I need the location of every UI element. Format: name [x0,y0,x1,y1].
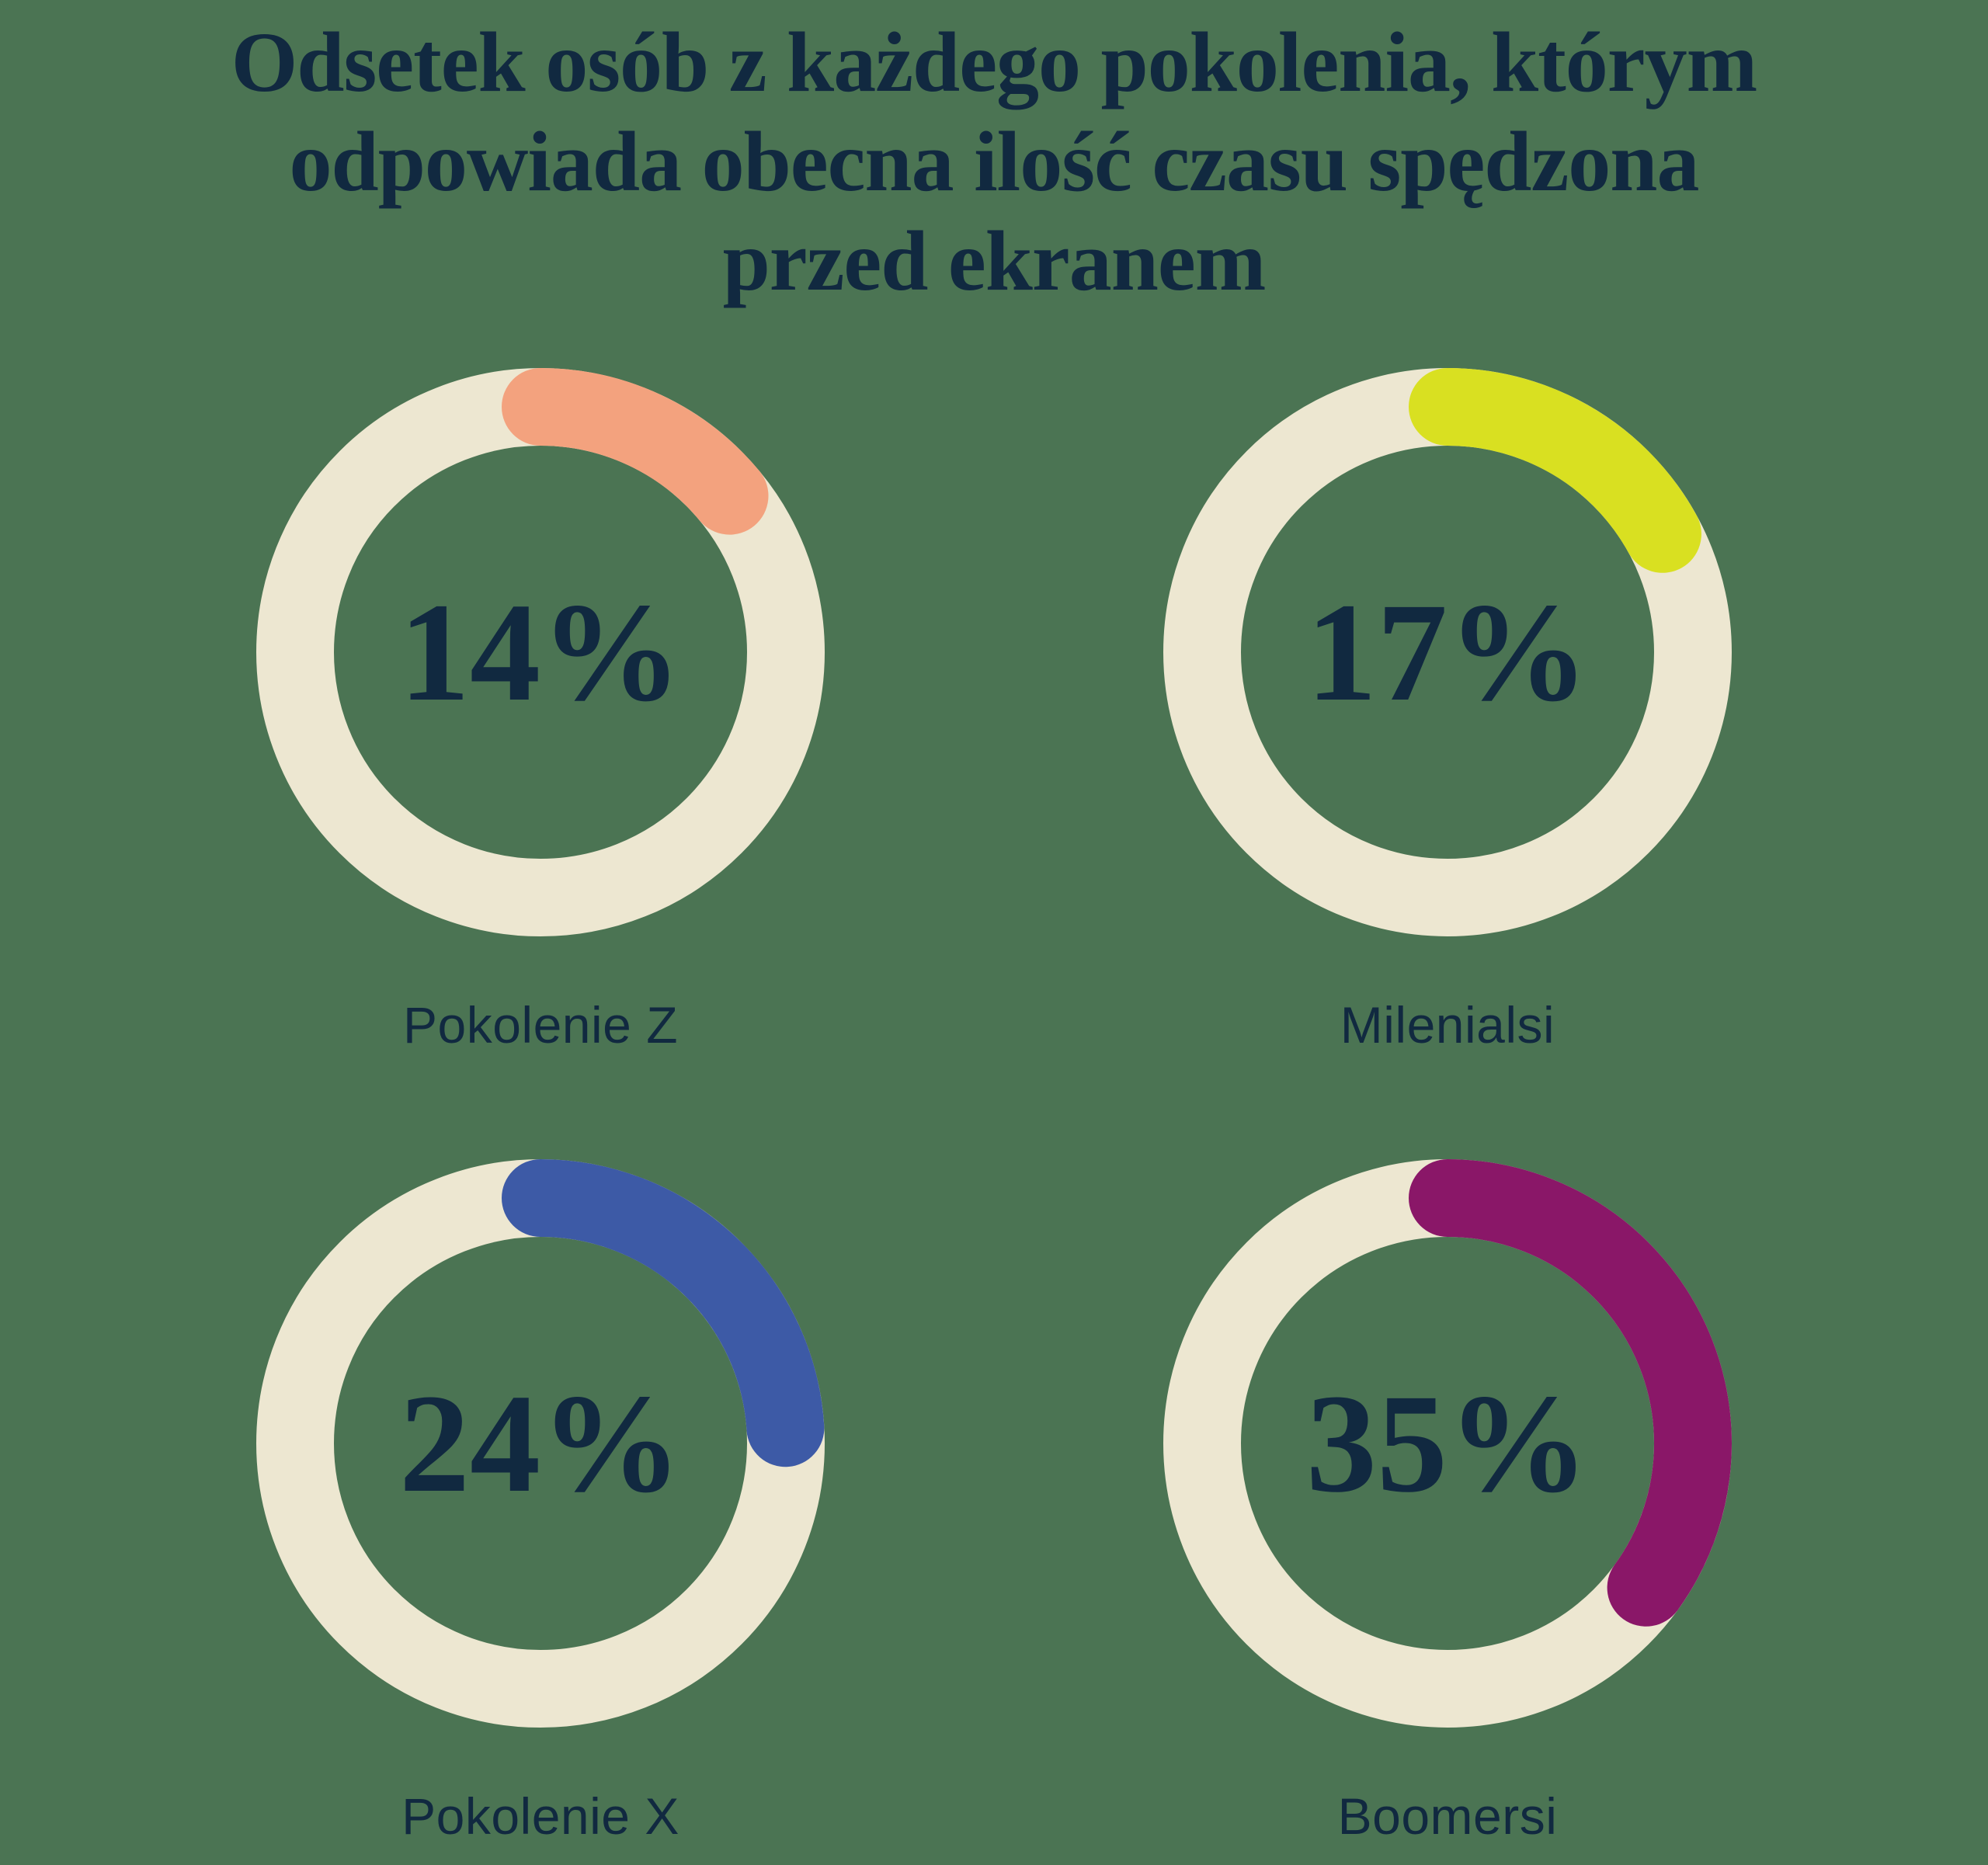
donut-ring: 14% [256,368,825,936]
donut-ring-svg [1163,368,1732,936]
donut-value: 17% [1306,574,1589,731]
donut-value: 35% [1306,1365,1589,1522]
donut-ring-svg [256,1159,825,1728]
donut-label: Boomersi [1337,1787,1558,1845]
donut-chart: 24% Pokolenie X [256,1159,825,1846]
donut-ring: 35% [1163,1159,1732,1728]
donut-arc [256,368,825,936]
donut-arc [1163,368,1732,936]
donut-label: Pokolenie Z [402,996,679,1054]
chart-title-line-1: Odsetek osób z każdego pokolenia, którym [231,15,1758,109]
donut-arc [1163,1159,1732,1728]
donut-value: 14% [399,574,682,731]
donut-value: 24% [399,1365,682,1522]
donut-chart: 17% Milenialsi [1163,368,1732,1055]
donut-ring-svg [1163,1159,1732,1728]
donut-ring: 17% [1163,368,1732,936]
donut-arc [256,1159,825,1728]
donut-chart: 14% Pokolenie Z [256,368,825,1055]
donut-ring-svg [256,368,825,936]
donut-label: Milenialsi [1340,996,1555,1054]
donut-grid: 14% Pokolenie Z 17% Milenialsi 24% Pokol… [87,368,1901,1846]
chart-title: Odsetek osób z każdego pokolenia, którym… [0,0,1988,311]
donut-ring: 24% [256,1159,825,1728]
donut-label: Pokolenie X [401,1787,679,1845]
chart-title-line-3: przed ekranem [722,214,1267,308]
donut-chart: 35% Boomersi [1163,1159,1732,1846]
chart-title-line-2: odpowiada obecna ilość czasu spędzona [289,114,1700,209]
